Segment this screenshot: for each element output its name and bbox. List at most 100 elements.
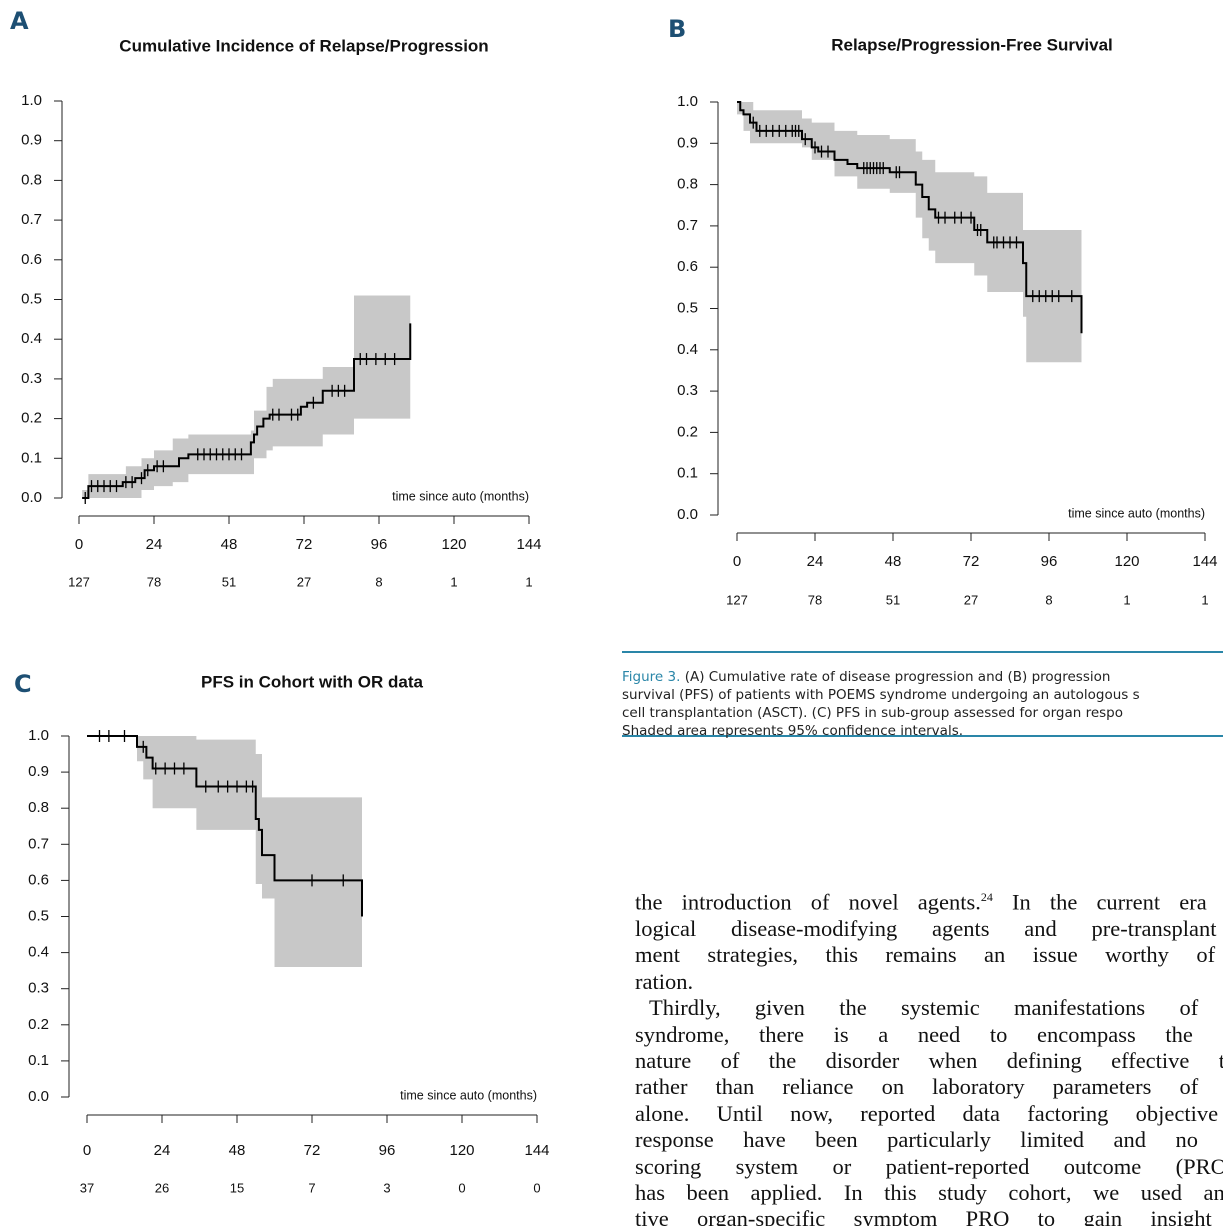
- body-line: has been applied. In this study cohort, …: [635, 1179, 1223, 1205]
- x-tick-label: 72: [304, 1142, 321, 1159]
- body-line: Thirdly, given the systemic manifestatio…: [649, 995, 1223, 1021]
- x-tick-label: 120: [441, 536, 466, 553]
- y-tick-label: 0.0: [21, 489, 42, 506]
- x-tick-label: 0: [83, 1142, 91, 1159]
- x-tick-label: 72: [296, 536, 313, 553]
- y-tick-label: 1.0: [28, 727, 49, 744]
- figure-caption: Figure 3. (A) Cumulative rate of disease…: [622, 651, 1223, 739]
- x-tick-label: 120: [449, 1142, 474, 1159]
- at-risk-count: 1: [1123, 592, 1130, 607]
- y-tick-label: 1.0: [677, 93, 698, 110]
- body-line: response have been particularly limited …: [635, 1127, 1223, 1153]
- x-axis-label: time since auto (months): [1068, 506, 1205, 520]
- y-tick-label: 0.7: [21, 211, 42, 228]
- chart-title: Cumulative Incidence of Relapse/Progress…: [119, 36, 488, 55]
- y-tick-label: 0.5: [28, 907, 49, 924]
- y-tick-label: 0.3: [21, 370, 42, 387]
- body-line: rather than reliance on laboratory param…: [635, 1074, 1223, 1100]
- y-tick-label: 0.1: [28, 1052, 49, 1069]
- x-axis-label: time since auto (months): [400, 1088, 537, 1102]
- y-tick-label: 0.7: [677, 217, 698, 234]
- confidence-band: [87, 736, 362, 968]
- body-line: alone. Until now, reported data factorin…: [635, 1100, 1223, 1126]
- x-tick-label: 72: [963, 553, 980, 570]
- body-line: the introduction of novel agents.24 In t…: [635, 884, 1223, 916]
- y-tick-label: 0.6: [28, 871, 49, 888]
- at-risk-count: 26: [155, 1180, 169, 1195]
- at-risk-count: 78: [808, 592, 822, 607]
- at-risk-count: 127: [68, 574, 90, 589]
- y-tick-label: 0.4: [28, 944, 49, 961]
- chart-title: Relapse/Progression-Free Survival: [831, 35, 1113, 54]
- panel-label: B: [668, 15, 686, 43]
- x-tick-label: 120: [1114, 553, 1139, 570]
- y-tick-label: 0.8: [677, 176, 698, 193]
- at-risk-count: 51: [222, 574, 236, 589]
- body-text-run: In the current era of b: [1011, 889, 1223, 915]
- body-line: scoring system or patient-reported outco…: [635, 1153, 1223, 1179]
- body-line: ration.: [635, 968, 694, 994]
- y-tick-label: 0.1: [21, 449, 42, 466]
- x-axis-label: time since auto (months): [392, 489, 529, 503]
- x-tick-label: 24: [807, 553, 824, 570]
- at-risk-count: 15: [230, 1180, 244, 1195]
- at-risk-count: 127: [726, 592, 748, 607]
- x-tick-label: 48: [229, 1142, 246, 1159]
- at-risk-count: 0: [533, 1180, 540, 1195]
- y-tick-label: 0.9: [677, 134, 698, 151]
- at-risk-count: 0: [458, 1180, 465, 1195]
- caption-text: (A) Cumulative rate of disease progressi…: [684, 669, 1111, 685]
- confidence-band: [82, 295, 411, 498]
- caption-line: cell transplantation (ASCT). (C) PFS in …: [622, 705, 1124, 721]
- y-tick-label: 1.0: [21, 92, 42, 109]
- caption-label: Figure 3.: [622, 669, 681, 685]
- body-text: the introduction of novel agents.24 In t…: [635, 884, 1223, 1226]
- caption-line: survival (PFS) of patients with POEMS sy…: [622, 687, 1140, 703]
- y-tick-label: 0.4: [677, 341, 698, 358]
- x-tick-label: 144: [1192, 553, 1217, 570]
- y-tick-label: 0.2: [21, 410, 42, 427]
- at-risk-count: 1: [450, 574, 457, 589]
- at-risk-count: 1: [525, 574, 532, 589]
- panel-label: A: [10, 7, 29, 35]
- panel-label: C: [14, 670, 32, 698]
- body-line: nature of the disorder when defining eff…: [635, 1047, 1223, 1073]
- at-risk-count: 7: [308, 1180, 315, 1195]
- y-tick-label: 0.4: [21, 330, 42, 347]
- x-tick-label: 0: [75, 536, 83, 553]
- x-tick-label: 144: [524, 1142, 549, 1159]
- y-tick-label: 0.8: [21, 171, 42, 188]
- body-line: ment strategies, this remains an issue w…: [635, 942, 1223, 968]
- x-tick-label: 24: [154, 1142, 171, 1159]
- y-tick-label: 0.3: [677, 382, 698, 399]
- caption-line: Shaded area represents 95% confidence in…: [622, 723, 964, 739]
- body-text-run: the introduction of novel agents.: [635, 889, 981, 915]
- at-risk-count: 27: [297, 574, 311, 589]
- x-tick-label: 48: [885, 553, 902, 570]
- chart-title: PFS in Cohort with OR data: [201, 672, 423, 691]
- x-tick-label: 144: [516, 536, 541, 553]
- body-line: tive organ-specific symptom PRO to gain …: [635, 1206, 1223, 1226]
- x-tick-label: 24: [146, 536, 163, 553]
- y-tick-label: 0.8: [28, 799, 49, 816]
- y-tick-label: 0.0: [677, 506, 698, 523]
- y-tick-label: 0.9: [21, 132, 42, 149]
- y-tick-label: 0.6: [677, 258, 698, 275]
- y-tick-label: 0.3: [28, 980, 49, 997]
- citation: 24: [980, 890, 993, 904]
- at-risk-count: 27: [964, 592, 978, 607]
- x-tick-label: 0: [733, 553, 741, 570]
- at-risk-count: 37: [80, 1180, 94, 1195]
- y-tick-label: 0.9: [28, 763, 49, 780]
- y-tick-label: 0.0: [28, 1088, 49, 1105]
- at-risk-count: 1: [1201, 592, 1208, 607]
- y-tick-label: 0.6: [21, 251, 42, 268]
- at-risk-count: 3: [383, 1180, 390, 1195]
- x-tick-label: 96: [379, 1142, 396, 1159]
- y-tick-label: 0.1: [677, 465, 698, 482]
- x-tick-label: 96: [1041, 553, 1058, 570]
- body-line: syndrome, there is a need to encompass t…: [635, 1021, 1223, 1047]
- survival-curve: [737, 101, 1083, 334]
